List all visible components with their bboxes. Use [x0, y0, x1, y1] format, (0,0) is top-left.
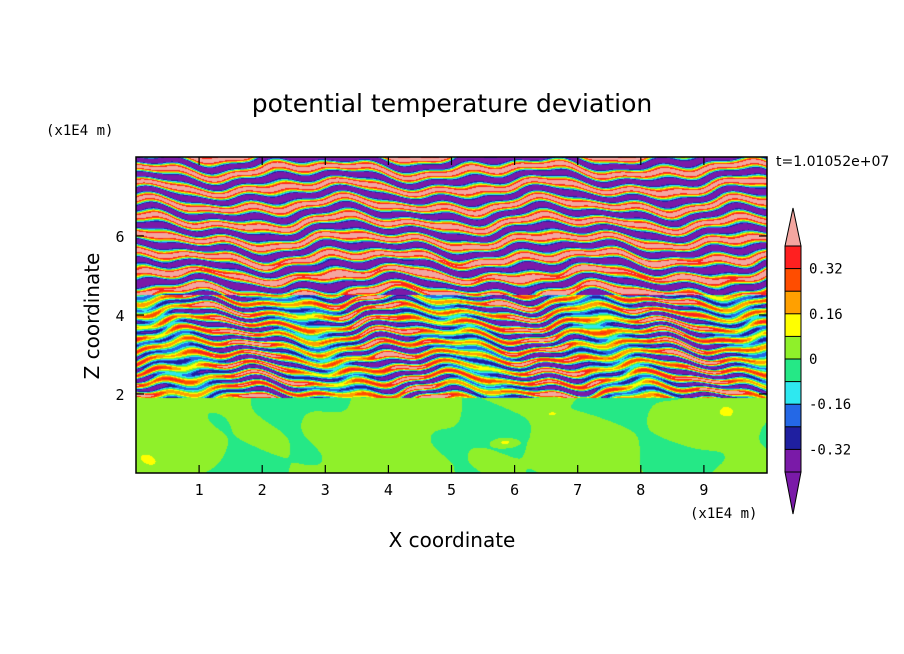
colorbar-over-arrow: [784, 207, 802, 247]
chart-title: potential temperature deviation: [252, 89, 652, 118]
colorbar-swatch: [785, 268, 801, 292]
z-unit-label: (x1E4 m): [46, 123, 113, 139]
colorbar-swatch: [785, 336, 801, 359]
x-tick-label: 4: [384, 481, 393, 499]
colorbar-swatch: [785, 359, 801, 382]
colorbar-label: 0.32: [809, 262, 843, 278]
z-tick-label: 4: [115, 307, 124, 325]
x-tick-label: 5: [447, 481, 456, 499]
colorbar-swatch: [785, 404, 801, 427]
z-axis-label: Z coordinate: [80, 253, 104, 380]
colorbar: 0.32 0.16 0 -0.16 -0.32: [784, 207, 851, 515]
colorbar-frame: [784, 245, 802, 473]
x-tick-label: 2: [258, 481, 267, 499]
x-axis: 1 2 3 4 5 6 7 8 9: [195, 157, 708, 499]
colorbar-label: 0: [809, 352, 817, 368]
colorbar-label: -0.16: [809, 397, 851, 413]
z-tick-label: 6: [115, 228, 124, 246]
colorbar-label: 0.16: [809, 307, 843, 323]
x-tick-label: 1: [195, 481, 204, 499]
colorbar-swatch: [785, 246, 801, 269]
x-tick-label: 3: [321, 481, 330, 499]
colorbar-swatch: [785, 449, 801, 472]
z-tick-label: 2: [115, 386, 124, 404]
colorbar-swatch: [785, 313, 801, 337]
colorbar-swatch: [785, 381, 801, 405]
contour-raster: [136, 157, 767, 473]
x-axis-label: X coordinate: [389, 528, 516, 552]
x-tick-label: 6: [510, 481, 519, 499]
colorbar-label: -0.32: [809, 442, 851, 458]
colorbar-swatch: [785, 426, 801, 450]
contour-field: [136, 157, 767, 473]
colorbar-under-arrow: [784, 471, 802, 515]
x-unit-label: (x1E4 m): [690, 506, 757, 522]
x-tick-label: 7: [573, 481, 582, 499]
time-label: t=1.01052e+07: [776, 154, 889, 170]
z-axis: 2 4 6: [115, 228, 767, 404]
x-tick-label: 8: [636, 481, 645, 499]
x-tick-label: 9: [699, 481, 708, 499]
colorbar-swatch: [785, 291, 801, 314]
